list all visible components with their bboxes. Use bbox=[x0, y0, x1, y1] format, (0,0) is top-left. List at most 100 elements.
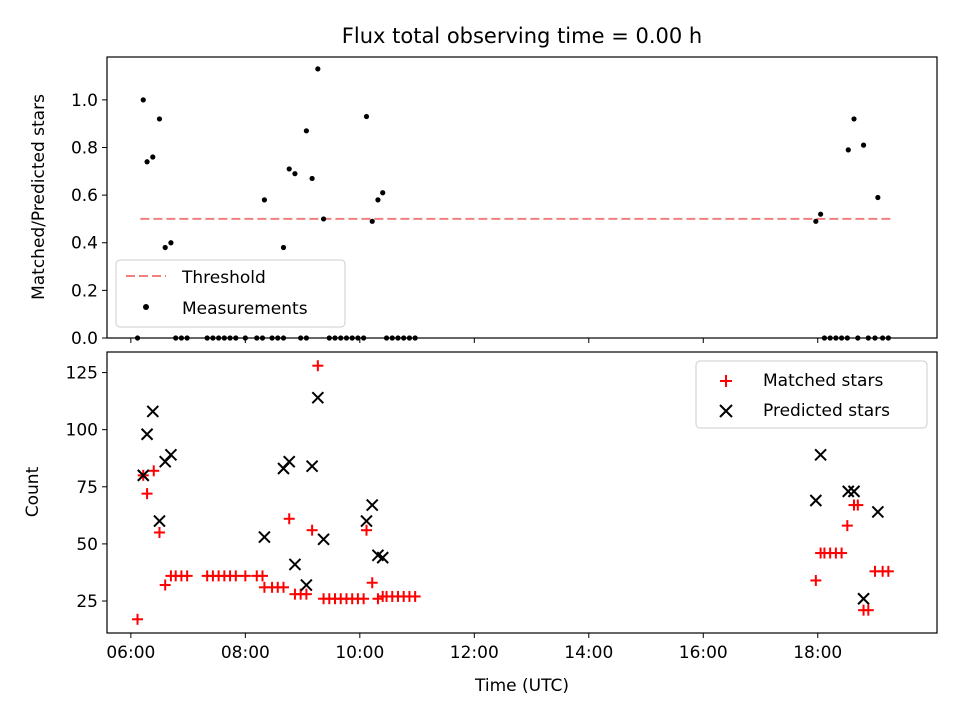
measurement-point bbox=[380, 190, 386, 196]
matched-star-point bbox=[181, 570, 193, 582]
count-y-tick-label: 125 bbox=[66, 364, 98, 384]
predicted-star-point bbox=[814, 448, 827, 462]
measurement-point bbox=[363, 113, 370, 120]
measurement-point bbox=[156, 116, 163, 122]
ratio-y-tick-label: 0.2 bbox=[71, 281, 98, 301]
matched-star-point bbox=[360, 524, 372, 536]
ratio-y-ticks: 0.0 0.2 0.4 0.6 0.8 1.0 bbox=[71, 91, 107, 349]
count-y-tick-label: 75 bbox=[76, 478, 98, 498]
measurement-point bbox=[280, 244, 287, 251]
matched-star-point bbox=[153, 526, 165, 538]
predicted-star-point bbox=[283, 455, 296, 468]
matched-star-point bbox=[277, 581, 289, 593]
predicted-star-point bbox=[847, 485, 861, 498]
predicted-star-point bbox=[809, 494, 823, 507]
predicted-star-point bbox=[146, 405, 160, 418]
count-legend: Matched stars Predicted stars bbox=[695, 360, 928, 429]
predicted-star-point bbox=[842, 485, 855, 498]
legend-measurements-swatch bbox=[143, 304, 149, 310]
measurement-point bbox=[292, 171, 298, 177]
measurement-point bbox=[144, 159, 150, 165]
measurement-point bbox=[369, 218, 375, 224]
ratio-y-tick-label: 0.8 bbox=[71, 138, 98, 158]
ratio-y-tick-label: 0.6 bbox=[71, 186, 98, 206]
matched-star-point bbox=[366, 577, 378, 589]
matched-star-point bbox=[306, 524, 318, 536]
matched-star-point bbox=[230, 570, 242, 582]
ratio-legend-box bbox=[115, 259, 346, 328]
predicted-star-point bbox=[140, 428, 154, 441]
matched-star-point bbox=[257, 570, 269, 582]
x-tick-label: 12:00 bbox=[450, 643, 499, 663]
legend-matched-label: Matched stars bbox=[763, 371, 883, 391]
matched-star-point bbox=[372, 593, 384, 605]
measurement-point bbox=[168, 240, 174, 246]
count-plot-area bbox=[132, 360, 894, 625]
count-x-ticks: 06:00 08:00 10:00 12:00 14:00 16:00 18:00 bbox=[106, 633, 842, 663]
count-panel: Count Time (UTC) 25 50 75 100 125 06:00 08:00… bbox=[23, 351, 938, 696]
x-tick-label: 18:00 bbox=[793, 643, 842, 663]
count-y-ticks: 25 50 75 100 125 bbox=[66, 364, 107, 612]
legend-predicted-label: Predicted stars bbox=[763, 401, 890, 421]
measurement-point bbox=[320, 216, 327, 222]
x-tick-label: 10:00 bbox=[335, 643, 384, 663]
measurement-point bbox=[315, 66, 321, 72]
matched-star-point bbox=[132, 613, 144, 625]
matched-star-point bbox=[882, 565, 894, 577]
ratio-axes-frame bbox=[106, 56, 938, 339]
count-axes-frame bbox=[106, 351, 938, 634]
matched-star-point bbox=[159, 579, 171, 591]
predicted-star-point bbox=[857, 592, 870, 605]
predicted-star-point bbox=[360, 514, 373, 528]
x-tick-label: 14:00 bbox=[564, 643, 613, 663]
count-y-tick-label: 25 bbox=[76, 592, 98, 612]
ratio-y-tick-label: 1.0 bbox=[71, 91, 98, 111]
ratio-legend: Threshold Measurements bbox=[115, 259, 346, 328]
matched-star-point bbox=[836, 547, 848, 559]
matched-star-point bbox=[141, 488, 153, 500]
measurement-point bbox=[140, 97, 146, 103]
x-axis-label: Time (UTC) bbox=[474, 676, 569, 696]
measurement-point bbox=[845, 147, 851, 153]
legend-threshold-label: Threshold bbox=[181, 268, 266, 288]
matched-star-point bbox=[862, 604, 874, 616]
measurement-point bbox=[813, 218, 819, 224]
y-axis-label-count: Count bbox=[23, 466, 43, 517]
ratio-panel: Flux total observing time = 0.00 h Match… bbox=[29, 24, 938, 349]
predicted-star-point bbox=[164, 448, 178, 462]
measurement-point bbox=[875, 194, 881, 201]
measurement-point bbox=[860, 142, 867, 148]
legend-predicted-swatch bbox=[719, 404, 733, 418]
matched-star-point bbox=[239, 570, 251, 582]
legend-matched-swatch bbox=[720, 375, 732, 387]
predicted-star-point bbox=[258, 530, 271, 544]
predicted-star-point bbox=[288, 558, 302, 571]
predicted-star-point bbox=[153, 514, 166, 528]
measurement-point bbox=[303, 128, 309, 134]
y-axis-label-ratio: Matched/Predicted stars bbox=[29, 94, 49, 300]
matched-star-point bbox=[852, 499, 864, 511]
predicted-star-point bbox=[305, 460, 319, 473]
measurement-point bbox=[375, 197, 381, 203]
x-tick-label: 08:00 bbox=[221, 643, 270, 663]
measurement-point bbox=[162, 244, 168, 251]
measurement-point bbox=[818, 211, 824, 217]
predicted-star-point bbox=[366, 498, 379, 512]
measurement-point bbox=[309, 175, 315, 182]
chart-title: Flux total observing time = 0.00 h bbox=[342, 24, 702, 48]
predicted-star-point bbox=[376, 551, 389, 564]
count-legend-box bbox=[695, 360, 928, 429]
predicted-star-point bbox=[317, 533, 330, 546]
matched-star-point bbox=[409, 590, 421, 602]
matched-star-point bbox=[312, 360, 324, 372]
predicted-star-point bbox=[300, 578, 313, 592]
matched-star-point bbox=[300, 588, 312, 600]
measurement-point bbox=[851, 116, 857, 122]
measurement-point bbox=[261, 197, 268, 203]
matched-star-point bbox=[283, 513, 295, 525]
matched-star-point bbox=[810, 574, 822, 586]
ratio-y-tick-label: 0.4 bbox=[71, 234, 98, 254]
predicted-star-point bbox=[137, 469, 150, 482]
x-tick-label: 06:00 bbox=[106, 643, 155, 663]
